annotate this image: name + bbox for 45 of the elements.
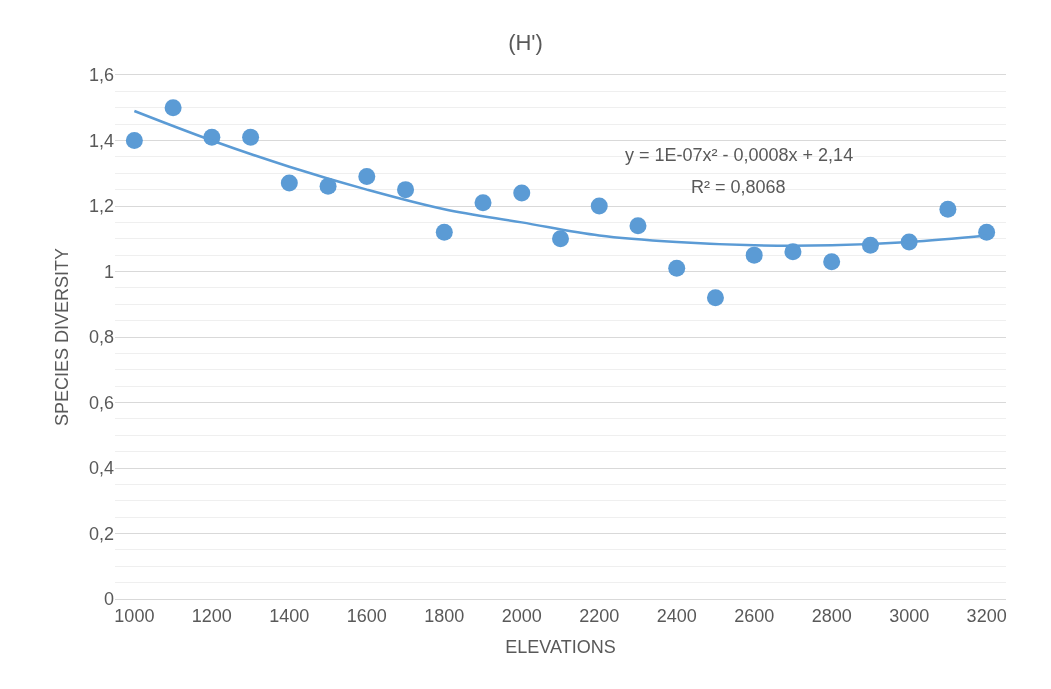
point (978, 223, 996, 241)
point (668, 259, 686, 277)
point (513, 184, 531, 202)
x-tick-label: 3000 (889, 605, 930, 626)
point (706, 289, 724, 307)
x-tick-label: 1600 (346, 605, 387, 626)
point (590, 197, 608, 215)
y-tick-label: 0 (103, 589, 114, 610)
x-tick-label: 2200 (579, 605, 620, 626)
x-tick-label: 2800 (811, 605, 852, 626)
point (164, 99, 182, 117)
x-tick-label: 1400 (269, 605, 310, 626)
x-tick-label: 1000 (114, 605, 155, 626)
x-tick-label: 3200 (966, 605, 1007, 626)
x-tick-label: 2000 (501, 605, 542, 626)
point (280, 174, 298, 192)
y-tick-label: 1,2 (88, 196, 114, 217)
x-tick-label: 2600 (734, 605, 775, 626)
point (823, 253, 841, 271)
point (435, 223, 453, 241)
point (358, 168, 376, 186)
annotation: R² = 0,8068 (691, 177, 786, 197)
point (474, 194, 492, 212)
chart-title: (H') (508, 29, 543, 55)
point (629, 217, 647, 235)
y-axis-title: SPECIES DIVERSITY (52, 247, 73, 427)
point (319, 177, 337, 195)
annotation: y = 1E-07x² - 0,0008x + 2,14 (625, 145, 854, 165)
y-tick-label: 1 (103, 261, 114, 282)
x-tick-label: 1200 (191, 605, 232, 626)
point (745, 246, 763, 264)
y-tick-label: 1,6 (88, 65, 114, 86)
x-tick-label: 1800 (424, 605, 465, 626)
y-tick-label: 0,6 (88, 392, 114, 413)
point (125, 132, 143, 149)
x-axis-title: ELEVATIONS (505, 636, 616, 657)
point (242, 128, 260, 146)
point (397, 181, 415, 199)
y-tick-label: 0,4 (88, 458, 114, 479)
point (552, 230, 569, 248)
x-tick-label: 2400 (656, 605, 697, 626)
y-tick-label: 0,8 (88, 327, 114, 348)
y-tick-label: 1,4 (88, 130, 114, 151)
point (939, 200, 957, 218)
y-tick-label: 0,2 (88, 523, 114, 544)
